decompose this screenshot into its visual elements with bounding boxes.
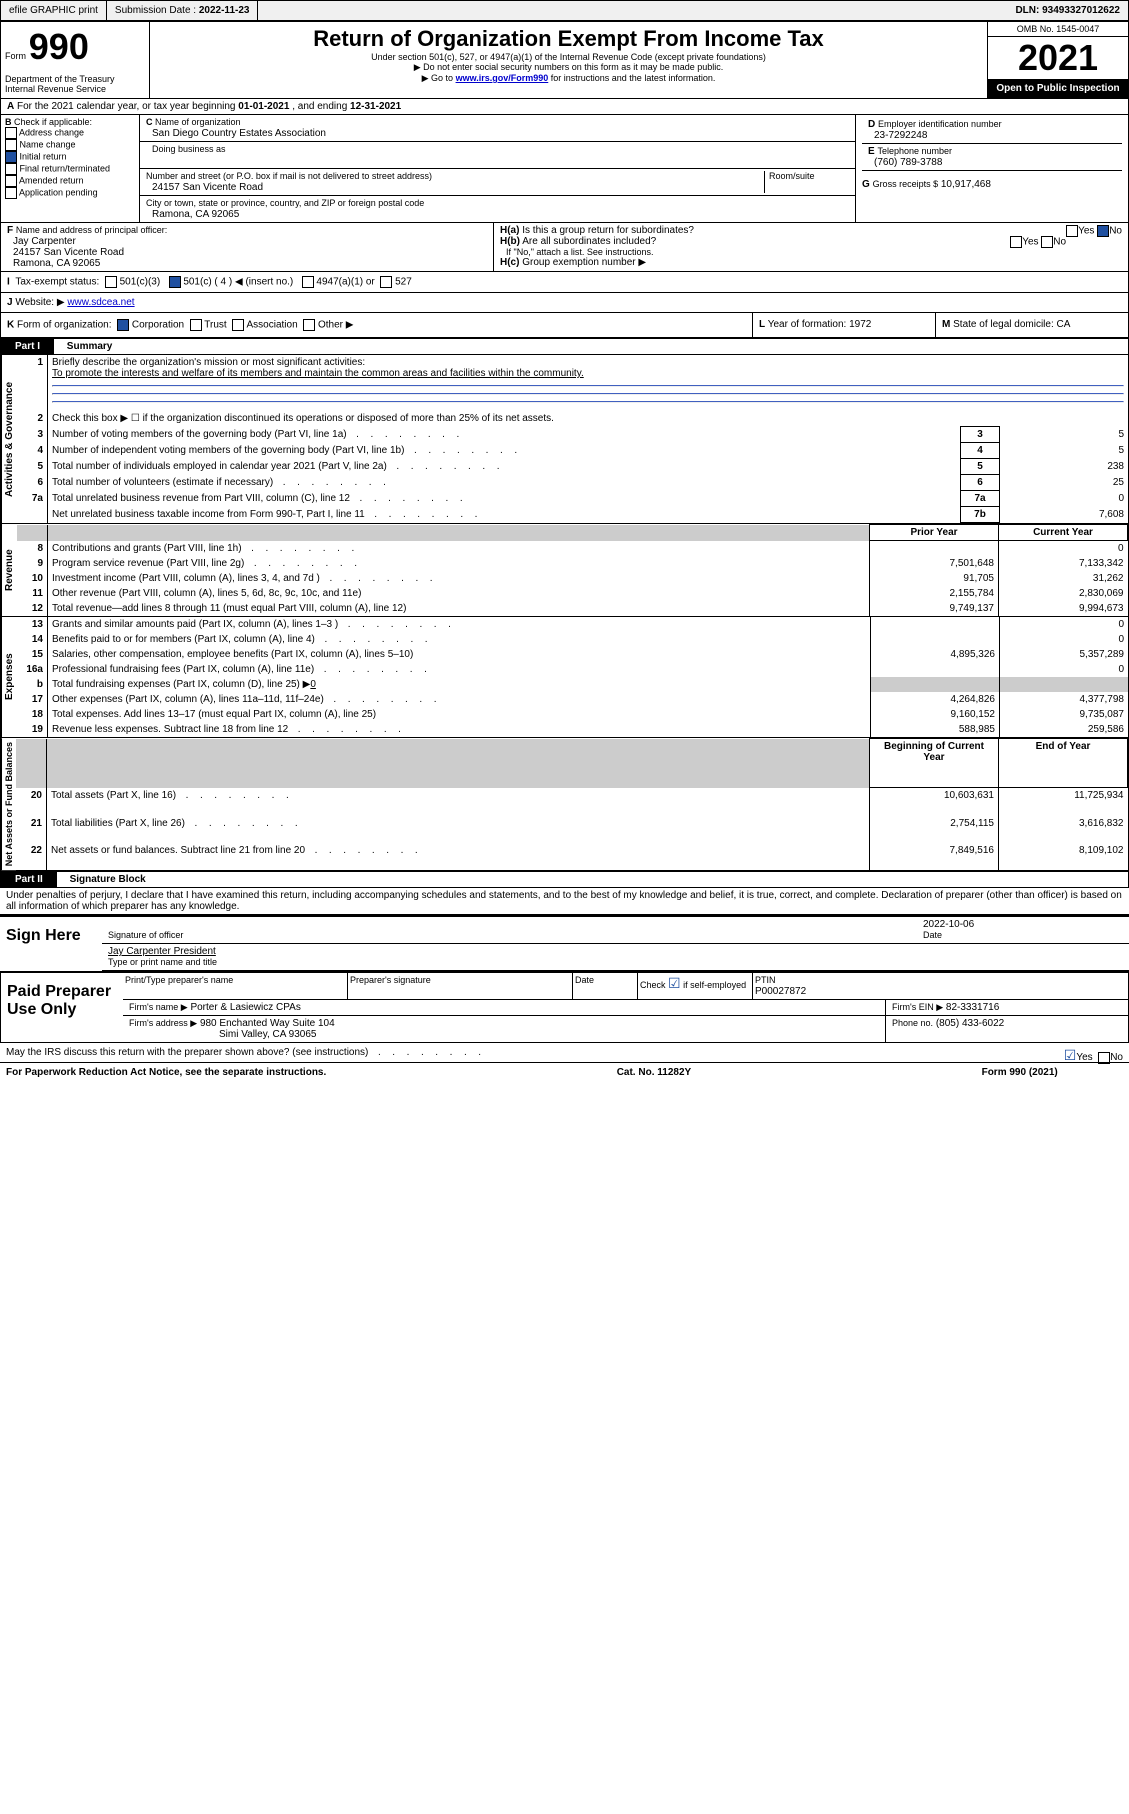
vert-revenue: Revenue: [1, 524, 17, 616]
ein: 23-7292248: [868, 130, 927, 141]
row-a-period: A For the 2021 calendar year, or tax yea…: [0, 99, 1129, 115]
dept-label: Department of the Treasury Internal Reve…: [5, 74, 145, 94]
website-link[interactable]: www.sdcea.net: [67, 297, 134, 308]
vert-expenses: Expenses: [1, 617, 17, 737]
form-header: Form 990 Department of the Treasury Inte…: [0, 21, 1129, 99]
main-info-block: B Check if applicable: Address change Na…: [0, 115, 1129, 223]
form-label: Form: [5, 51, 26, 61]
discuss-row: May the IRS discuss this return with the…: [0, 1043, 1129, 1063]
section-deg: D Employer identification number 23-7292…: [856, 115, 1128, 222]
omb: OMB No. 1545-0047: [988, 22, 1128, 37]
telephone: (760) 789-3788: [868, 157, 942, 168]
gross-receipts: 10,917,468: [941, 179, 991, 190]
row-j: J Website: ▶ www.sdcea.net: [0, 293, 1129, 313]
open-to-public: Open to Public Inspection: [988, 79, 1128, 98]
row-f-h: F Name and address of principal officer:…: [0, 223, 1129, 272]
section-c: C Name of organization San Diego Country…: [140, 115, 856, 222]
submission-date: Submission Date : 2022-11-23: [107, 1, 259, 20]
mission: To promote the interests and welfare of …: [52, 368, 584, 379]
form-number: 990: [29, 26, 89, 67]
paid-preparer: Paid Preparer Use Only Print/Type prepar…: [0, 972, 1129, 1043]
form-title: Return of Organization Exempt From Incom…: [154, 26, 983, 52]
dln: DLN: 93493327012622: [1007, 1, 1128, 20]
efile-label: efile GRAPHIC print: [1, 1, 107, 20]
activities-governance: Activities & Governance 1 Briefly descri…: [0, 355, 1129, 524]
page-footer: For Paperwork Reduction Act Notice, see …: [0, 1063, 1064, 1082]
form-subtitle: Under section 501(c), 527, or 4947(a)(1)…: [154, 52, 983, 62]
row-i: I Tax-exempt status: 501(c)(3) 501(c) ( …: [0, 272, 1129, 293]
officer-name: Jay Carpenter President: [108, 946, 216, 957]
topbar: efile GRAPHIC print Submission Date : 20…: [0, 0, 1129, 21]
irs-link[interactable]: www.irs.gov/Form990: [456, 73, 549, 83]
net-assets-section: Net Assets or Fund Balances Beginning of…: [0, 738, 1129, 871]
note-ssn: ▶ Do not enter social security numbers o…: [154, 62, 983, 73]
part-ii-header: Part II Signature Block: [0, 871, 1129, 888]
part-i-header: Part I Summary: [0, 338, 1129, 355]
row-klm: K Form of organization: Corporation Trus…: [0, 313, 1129, 338]
revenue-section: Revenue Prior YearCurrent Year 8Contribu…: [0, 524, 1129, 617]
declaration: Under penalties of perjury, I declare th…: [0, 888, 1129, 914]
vert-net: Net Assets or Fund Balances: [1, 738, 16, 870]
org-name: San Diego Country Estates Association: [146, 128, 326, 139]
note-link: ▶ Go to www.irs.gov/Form990 for instruct…: [154, 73, 983, 84]
expenses-section: Expenses 13Grants and similar amounts pa…: [0, 617, 1129, 738]
section-b: B Check if applicable: Address change Na…: [1, 115, 140, 222]
tax-year: 2021: [988, 37, 1128, 79]
vert-act-gov: Activities & Governance: [1, 355, 17, 523]
sign-here: Sign Here Signature of officer 2022-10-0…: [0, 917, 1129, 972]
